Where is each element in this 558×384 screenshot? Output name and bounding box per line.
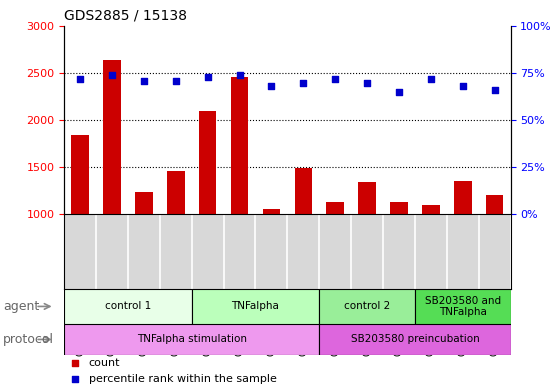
- Text: agent: agent: [3, 300, 39, 313]
- Point: [171, 78, 180, 84]
- Bar: [64, 289, 192, 324]
- Text: TNFalpha: TNFalpha: [232, 301, 280, 311]
- Text: control 1: control 1: [105, 301, 151, 311]
- Point: [384, 319, 393, 326]
- Bar: [358, 182, 376, 214]
- Bar: [390, 202, 408, 214]
- Point: [426, 76, 435, 82]
- Point: [490, 87, 499, 93]
- Point: [235, 72, 244, 78]
- Text: SB203580 and
TNFalpha: SB203580 and TNFalpha: [425, 296, 501, 317]
- Text: SB203580 preincubation: SB203580 preincubation: [350, 334, 479, 344]
- Point: [299, 79, 308, 86]
- Point: [395, 89, 403, 95]
- Point: [76, 76, 85, 82]
- Point: [331, 76, 340, 82]
- Text: control 2: control 2: [344, 301, 390, 311]
- Bar: [64, 324, 319, 355]
- Bar: [199, 111, 217, 214]
- Bar: [103, 60, 121, 214]
- Text: TNFalpha stimulation: TNFalpha stimulation: [137, 334, 247, 344]
- Bar: [263, 209, 280, 214]
- Point: [203, 74, 212, 80]
- Bar: [422, 205, 440, 214]
- Point: [267, 83, 276, 89]
- Text: count: count: [89, 358, 120, 368]
- Bar: [295, 168, 312, 214]
- Point: [458, 83, 467, 89]
- Bar: [231, 77, 248, 214]
- Bar: [319, 289, 415, 324]
- Bar: [486, 195, 503, 214]
- Point: [140, 78, 148, 84]
- Text: percentile rank within the sample: percentile rank within the sample: [89, 374, 277, 384]
- Bar: [326, 202, 344, 214]
- Bar: [192, 289, 319, 324]
- Bar: [415, 289, 511, 324]
- Bar: [71, 135, 89, 214]
- Bar: [319, 324, 511, 355]
- Text: protocol: protocol: [3, 333, 54, 346]
- Point: [108, 72, 117, 78]
- Text: GDS2885 / 15138: GDS2885 / 15138: [64, 8, 187, 22]
- Bar: [135, 192, 153, 214]
- Point: [363, 79, 372, 86]
- Bar: [167, 171, 185, 214]
- Bar: [454, 181, 472, 214]
- Point: [384, 178, 393, 184]
